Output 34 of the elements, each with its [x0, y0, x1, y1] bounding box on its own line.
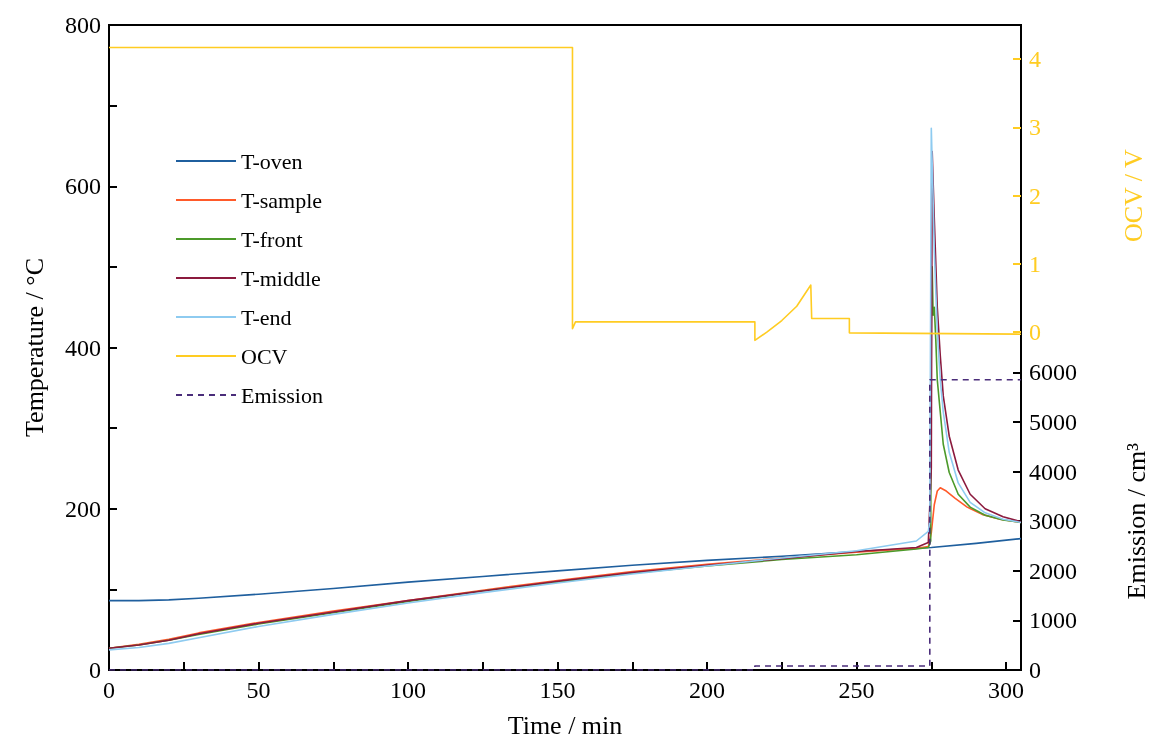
- y3-tick-label: 2000: [1029, 557, 1077, 584]
- x-tick-label: 100: [390, 677, 427, 703]
- x-tick-label: 250: [838, 677, 875, 703]
- x-tick-label: 300: [988, 677, 1025, 703]
- y3-tick-label: 3000: [1029, 508, 1077, 535]
- y2-tick-label: 2: [1029, 182, 1041, 209]
- y-tick-label: 800: [65, 12, 101, 38]
- x-tick-label: 150: [539, 677, 576, 703]
- y2-tick-label: 3: [1029, 114, 1041, 141]
- legend-label: T-front: [241, 226, 303, 252]
- x-tick-label: 200: [689, 677, 726, 703]
- x-axis-title: Time / min: [507, 710, 623, 740]
- y2-axis-title: OCV / V: [1118, 148, 1148, 243]
- legend-label: Emission: [241, 382, 323, 408]
- y2-tick-label: 1: [1029, 250, 1041, 277]
- y3-axis-title: Emission / cm³: [1121, 442, 1151, 600]
- legend-label: OCV: [241, 343, 288, 369]
- y3-tick-label: 4000: [1029, 458, 1077, 485]
- y3-tick-label: 5000: [1029, 408, 1077, 435]
- y2-tick-label: 4: [1029, 46, 1041, 73]
- legend-label: T-middle: [241, 265, 321, 291]
- y-tick-label: 400: [65, 334, 101, 361]
- legend-label: T-sample: [241, 187, 323, 213]
- y-tick-label: 0: [89, 657, 101, 683]
- y-tick-label: 600: [65, 173, 101, 200]
- y3-tick-label: 0: [1029, 657, 1041, 683]
- x-tick-label: 50: [246, 677, 271, 703]
- y-tick-label: 200: [65, 495, 101, 522]
- legend-label: T-end: [241, 304, 292, 330]
- y3-tick-label: 1000: [1029, 607, 1077, 634]
- y-axis-title: Temperature / °C: [19, 258, 49, 437]
- legend-label: T-oven: [241, 148, 303, 174]
- y2-tick-label: 0: [1029, 319, 1041, 346]
- y3-tick-label: 6000: [1029, 359, 1077, 386]
